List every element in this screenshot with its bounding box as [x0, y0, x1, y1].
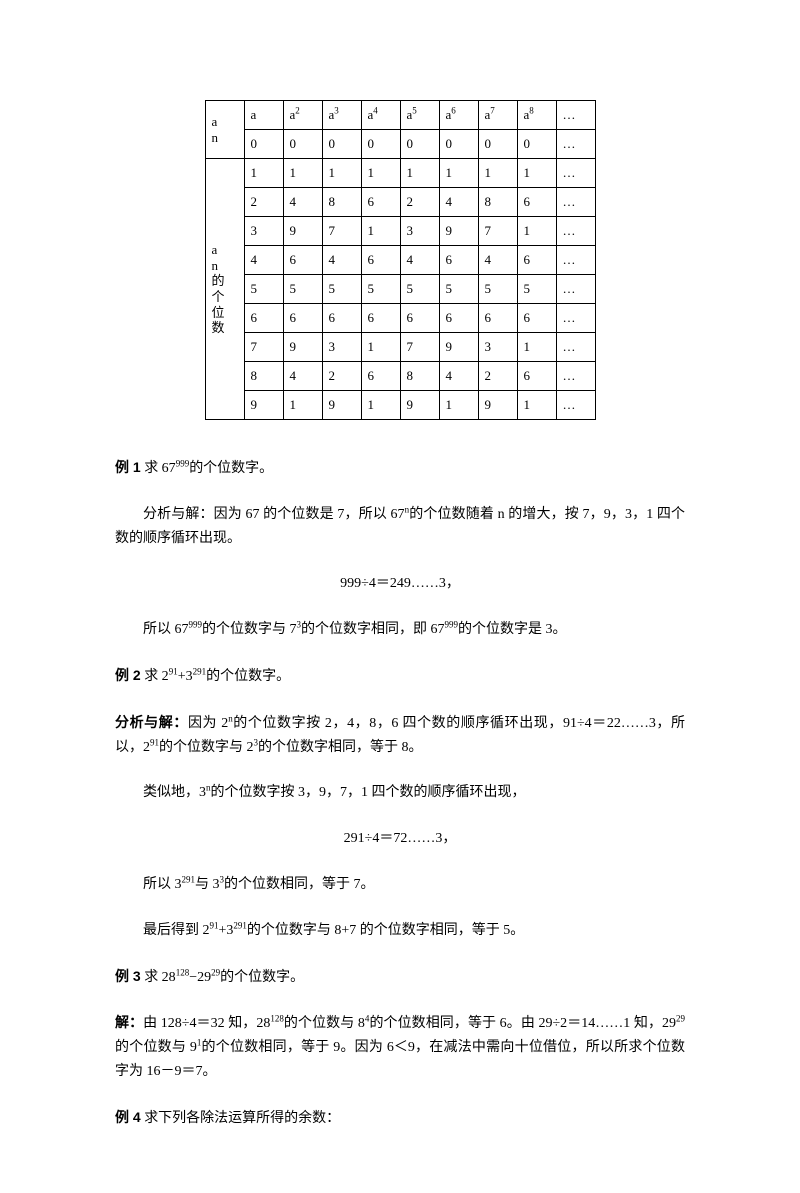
example-2-para2: 类似地，3n的个位数字按 3，9，7，1 四个数的顺序循环出现，: [115, 781, 685, 805]
example-3-solution: 解：由 128÷4＝32 知，28128的个位数与 84的个位数相同，等于 6。…: [115, 1011, 685, 1083]
table-row: 46464646…: [205, 246, 595, 275]
table-row: 91919191…: [205, 391, 595, 420]
example-label: 例 4: [115, 1109, 141, 1125]
col-header-a3: a3: [322, 101, 361, 130]
table-row: 79317931…: [205, 333, 595, 362]
table-row: 84268426…: [205, 362, 595, 391]
table-row: 24862486…: [205, 188, 595, 217]
table-corner-label: an: [205, 101, 244, 159]
table-row: 55555555…: [205, 275, 595, 304]
analysis-label: 分析与解：: [115, 714, 188, 730]
table-row: 0 0 0 0 0 0 0 0 …: [205, 130, 595, 159]
table-side-label: an的个位数: [205, 159, 244, 420]
col-header-a4: a4: [361, 101, 400, 130]
example-3-title: 例 3 求 28128−2929的个位数字。: [115, 965, 685, 990]
example-1-title: 例 1 求 67999的个位数字。: [115, 456, 685, 481]
example-1-equation: 999÷4＝249……3，: [115, 572, 685, 596]
col-header-more: …: [556, 101, 595, 130]
col-header-a2: a2: [283, 101, 322, 130]
example-2-para4: 最后得到 291+3291的个位数字与 8+7 的个位数字相同，等于 5。: [115, 919, 685, 943]
col-header-a7: a7: [478, 101, 517, 130]
col-header-a5: a5: [400, 101, 439, 130]
example-4-title: 例 4 求下列各除法运算所得的余数：: [115, 1106, 685, 1131]
table-row: 66666666…: [205, 304, 595, 333]
example-label: 例 3: [115, 968, 141, 984]
solution-label: 解：: [115, 1014, 143, 1030]
example-2-equation: 291÷4＝72……3，: [115, 827, 685, 851]
example-1-conclusion: 所以 67999的个位数字与 73的个位数字相同，即 67999的个位数字是 3…: [115, 618, 685, 642]
example-label: 例 1: [115, 459, 141, 475]
units-digit-table: an a a2 a3 a4 a5 a6 a7 a8 … 0 0 0 0 0 0 …: [205, 100, 596, 420]
example-2-para3: 所以 3291与 33的个位数相同，等于 7。: [115, 873, 685, 897]
example-2-analysis: 分析与解：因为 2n的个位数字按 2，4，8，6 四个数的顺序循环出现，91÷4…: [115, 711, 685, 760]
example-label: 例 2: [115, 667, 141, 683]
example-2-title: 例 2 求 291+3291的个位数字。: [115, 664, 685, 689]
col-header-a: a: [244, 101, 283, 130]
example-1-analysis: 分析与解：因为 67 的个位数是 7，所以 67n的个位数随着 n 的增大，按 …: [115, 503, 685, 551]
col-header-a6: a6: [439, 101, 478, 130]
table-row: 39713971…: [205, 217, 595, 246]
table-row: an的个位数 1 1 1 1 1 1 1 1 …: [205, 159, 595, 188]
col-header-a8: a8: [517, 101, 556, 130]
